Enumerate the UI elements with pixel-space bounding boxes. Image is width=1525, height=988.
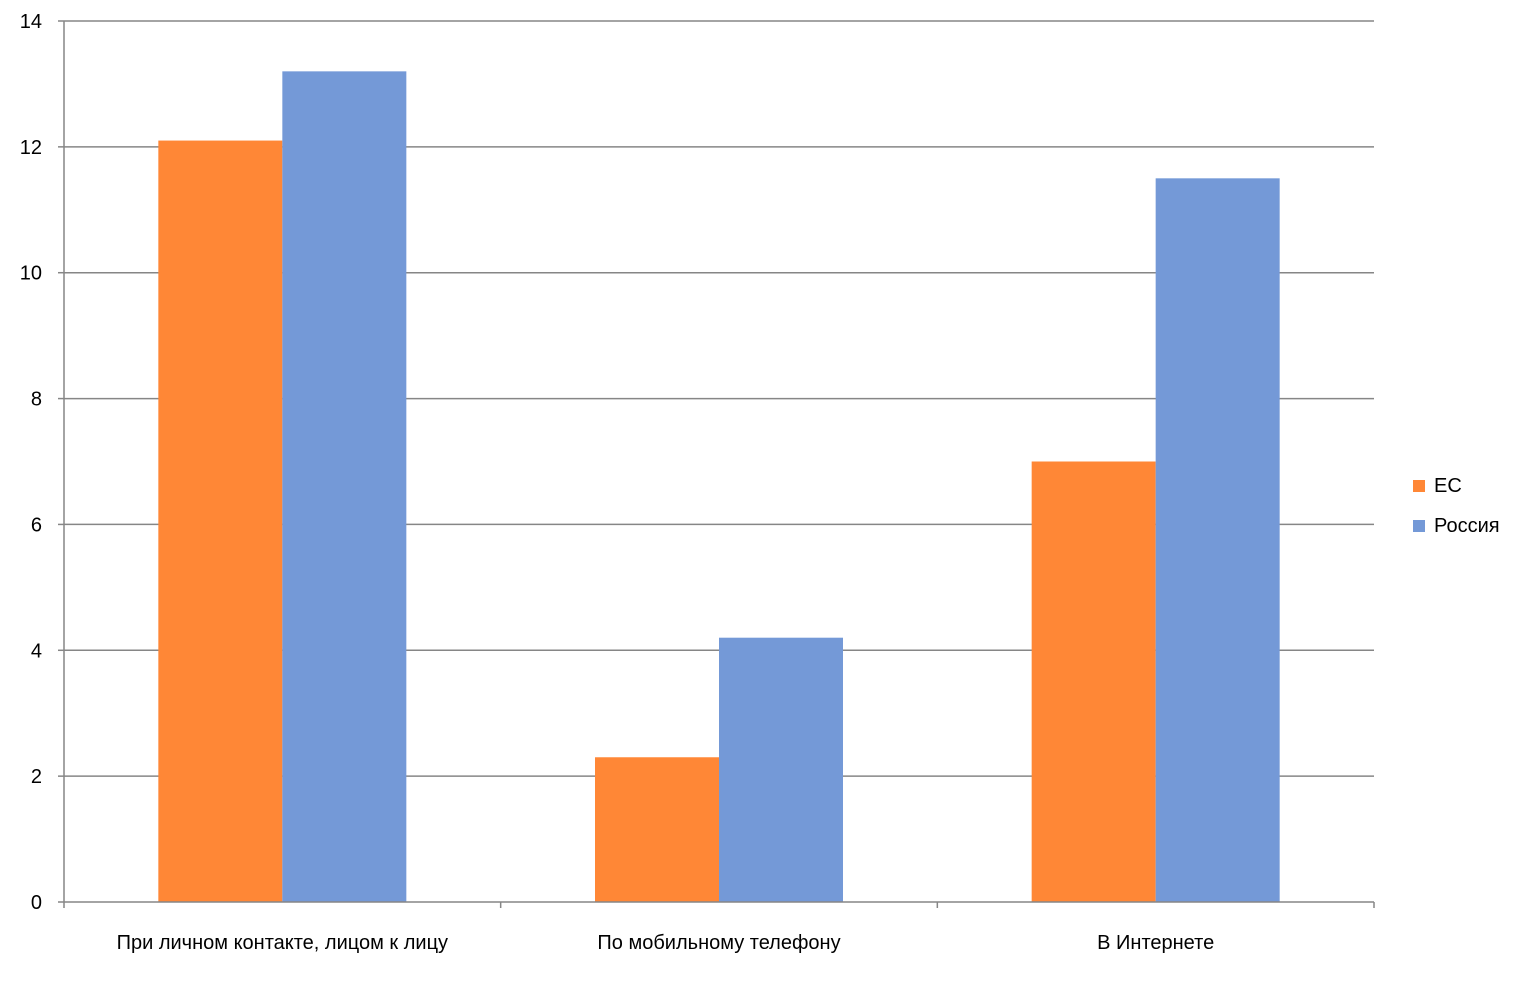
bar-eu (158, 140, 283, 903)
x-category-label: В Интернете (1097, 932, 1215, 954)
y-tick-label: 0 (31, 892, 42, 914)
x-category-label: По мобильному телефону (597, 932, 841, 954)
x-axis-ticks (63, 902, 1375, 908)
bars (158, 71, 1280, 903)
legend-item-eu: ЕС (1413, 466, 1500, 506)
bar-russia (1155, 178, 1280, 903)
x-category-label: При личном контакте, лицом к лицу (116, 932, 449, 954)
bar-russia (719, 637, 843, 902)
legend-swatch-russia (1413, 520, 1425, 532)
bar-eu (1031, 461, 1156, 902)
bar-russia (282, 71, 407, 903)
legend-item-russia: Россия (1413, 506, 1500, 546)
y-tick-label: 8 (31, 389, 42, 411)
y-tick-label: 12 (20, 137, 42, 159)
y-tick-label: 10 (20, 263, 42, 285)
y-tick-label: 6 (31, 514, 42, 536)
legend-swatch-eu (1413, 480, 1425, 492)
legend: ЕС Россия (1413, 466, 1500, 546)
y-tick-label: 2 (31, 766, 42, 788)
y-axis-ticks: 0 2 4 6 8 10 12 14 (20, 11, 64, 914)
legend-label-eu: ЕС (1434, 474, 1462, 497)
y-tick-label: 14 (20, 11, 42, 33)
bar-eu (595, 757, 719, 902)
axes (63, 21, 1374, 903)
y-tick-label: 4 (31, 640, 42, 662)
legend-label-russia: Россия (1434, 514, 1500, 537)
